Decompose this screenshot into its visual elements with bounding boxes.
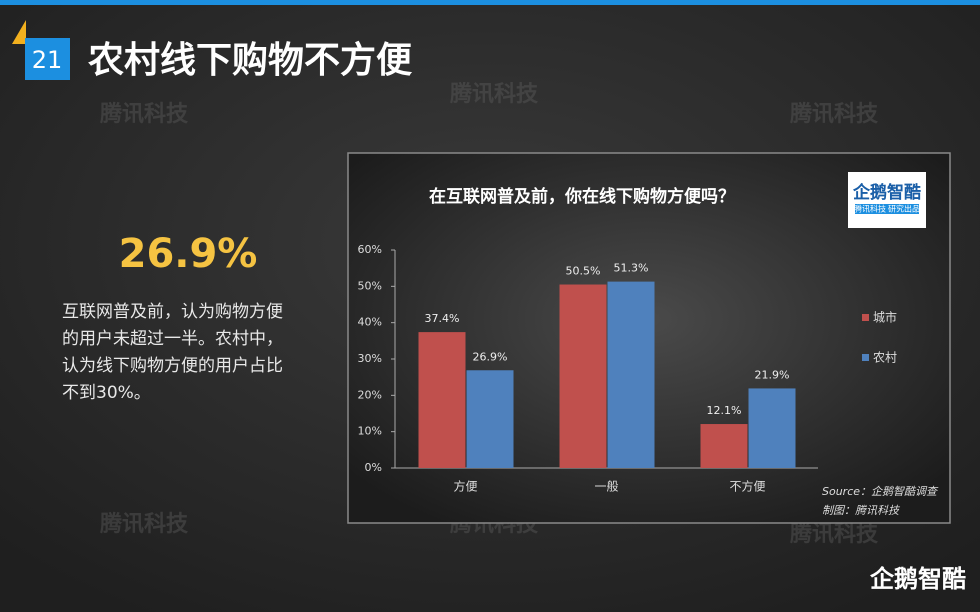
footer-logo: 企鹅智酷 <box>870 565 966 593</box>
watermark: 腾讯科技 <box>450 82 539 107</box>
chart-title: 在互联网普及前，你在线下购物方便吗？ <box>429 186 735 207</box>
slide-number: 21 <box>32 46 63 74</box>
watermark: 腾讯科技 <box>100 512 189 537</box>
plot: 0% 10% 20% 30% 40% 50% 60% 方便 37.4% 26.9% 一般 50.5% 5… <box>358 243 897 494</box>
logo-name: 企鹅智酷 <box>852 182 921 203</box>
top-stripe <box>0 0 980 5</box>
data-label: 12.1% <box>707 404 742 417</box>
bar <box>607 281 655 468</box>
watermark: 腾讯科技 <box>100 102 189 127</box>
slide-number-box <box>25 38 70 80</box>
bar <box>559 284 607 468</box>
logo-tagline: 研究出品 <box>888 204 920 214</box>
description-line: 不到30%。 <box>62 383 151 403</box>
y-tick-label: 40% <box>358 316 382 329</box>
source: Source：企鹅智酷调查 <box>822 485 939 498</box>
description-line: 互联网普及前，认为购物方便 <box>62 302 283 322</box>
logo-box <box>848 172 926 228</box>
x-tick-label: 不方便 <box>729 479 765 494</box>
logo-tagline: 腾讯科技 <box>854 204 886 214</box>
data-label: 51.3% <box>614 262 649 275</box>
data-label: 37.4% <box>425 312 460 325</box>
legend-label: 农村 <box>873 351 897 365</box>
data-label: 50.5% <box>566 265 601 278</box>
bar <box>700 424 748 468</box>
y-tick-label: 30% <box>358 352 382 365</box>
slide-title: 农村线下购物不方便 <box>88 40 413 81</box>
highlight: 26.9% <box>119 231 258 277</box>
bar <box>748 388 796 468</box>
y-tick-label: 60% <box>358 243 382 256</box>
x-tick-label: 方便 <box>453 479 477 494</box>
data-label: 21.9% <box>755 368 790 381</box>
bar <box>466 370 514 468</box>
y-tick-label: 0% <box>365 461 382 474</box>
x-tick-label: 一般 <box>594 479 618 494</box>
accent <box>12 20 26 44</box>
y-tick-label: 50% <box>358 279 382 292</box>
watermark: 腾讯科技 <box>790 102 879 127</box>
legend-label: 城市 <box>873 310 897 325</box>
legend-swatch <box>862 314 869 321</box>
legend-swatch <box>862 354 869 361</box>
logo-band <box>855 204 919 214</box>
watermark: 腾讯科技 <box>790 522 879 547</box>
data-label: 26.9% <box>473 350 508 363</box>
y-tick-label: 10% <box>358 425 382 438</box>
credit: 制图：腾讯科技 <box>822 504 901 517</box>
y-tick-label: 20% <box>358 388 382 401</box>
description-line: 认为线下购物方便的用户占比 <box>62 356 283 376</box>
description-line: 的用户未超过一半。农村中， <box>62 329 283 349</box>
bar <box>418 332 466 468</box>
